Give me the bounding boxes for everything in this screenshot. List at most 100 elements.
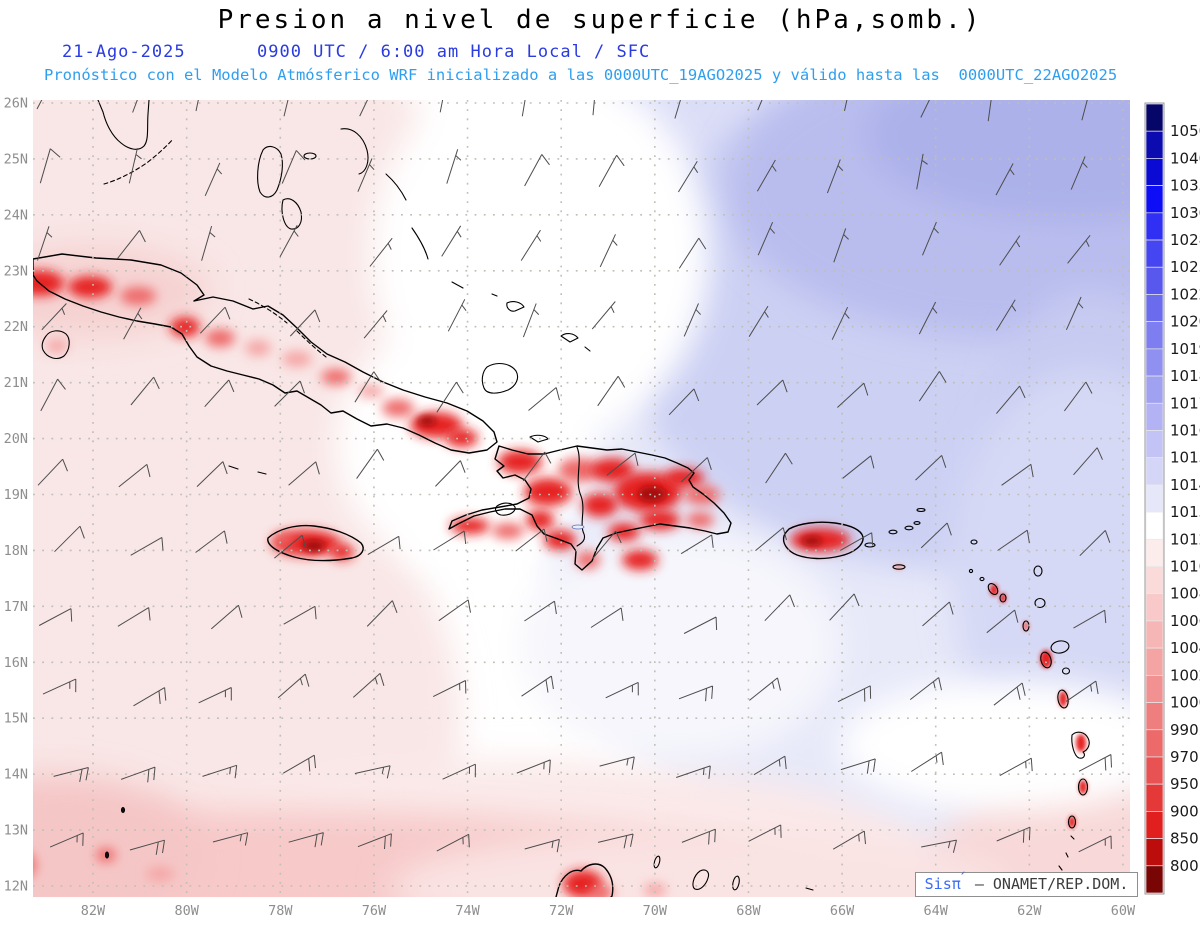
- anegada-coastline: [916, 507, 926, 513]
- wind-barb: [352, 673, 385, 698]
- wind-barb: [283, 100, 289, 117]
- lon-tick-label: 80W: [174, 903, 199, 919]
- colorbar-segment: [1145, 811, 1164, 839]
- guajira-peninsula-coastline: [555, 863, 614, 897]
- wind-barb: [833, 228, 849, 263]
- wind-barb: [668, 388, 700, 416]
- wind-barb: [683, 616, 718, 634]
- pressure-shade-blob: [33, 775, 205, 897]
- colorbar-segment: [1145, 212, 1164, 241]
- camaguey-keys-coastline: [248, 298, 327, 358]
- wind-barb: [116, 230, 146, 260]
- wind-barb: [37, 226, 53, 261]
- pressure-hotspot: [1079, 780, 1087, 794]
- wind-barb: [597, 375, 626, 407]
- wind-barb: [128, 148, 142, 184]
- colorbar-label: 1019: [1170, 340, 1200, 358]
- colorbar-segment: [1145, 239, 1164, 268]
- colorbar-segment: [1145, 103, 1164, 132]
- wind-barb: [515, 528, 548, 552]
- wind-barb: [439, 100, 444, 113]
- wind-barb: [436, 833, 470, 852]
- wind-barb: [605, 681, 639, 699]
- wind-barb: [922, 601, 954, 627]
- colorbar-segment: [1145, 266, 1164, 295]
- saba-coastline: [968, 568, 974, 574]
- lat-tick-label: 13N: [4, 823, 28, 839]
- wind-barb: [996, 385, 1026, 414]
- pressure-hotspot: [638, 486, 666, 502]
- st-eustatius-coastline: [979, 576, 985, 582]
- wind-barb: [274, 380, 305, 407]
- colorbar-label: 1013: [1170, 503, 1200, 521]
- lat-tick-label: 20N: [4, 431, 28, 447]
- pressure-hotspot: [450, 518, 490, 534]
- colorbar-segment: [1145, 348, 1164, 377]
- gonave-coastline: [495, 502, 516, 516]
- wind-barb: [204, 379, 235, 408]
- wind-barb: [1065, 680, 1099, 702]
- pressure-hotspot: [1059, 691, 1067, 707]
- wind-barb: [680, 457, 712, 483]
- wind-barb: [1063, 381, 1093, 412]
- great-inagua-coastline: [481, 362, 519, 394]
- wind-barb: [199, 306, 231, 334]
- wind-barb: [748, 824, 782, 842]
- nevis-coastline: [999, 593, 1007, 603]
- wind-barb: [279, 224, 299, 258]
- pressure-hotspot: [622, 550, 658, 570]
- st-croix-coastline: [892, 564, 906, 570]
- vieques-coastline: [864, 542, 876, 548]
- colorbar-label: 800: [1170, 857, 1199, 875]
- caicos-coastline: [560, 333, 579, 343]
- wind-barb: [54, 525, 85, 553]
- wind-barb: [367, 535, 401, 556]
- colorbar-label: 1035: [1170, 177, 1200, 195]
- wind-barb: [39, 148, 61, 184]
- colorbar-segment: [1145, 865, 1164, 894]
- mayaguana-coastline: [506, 301, 525, 312]
- pressure-hotspot: [245, 340, 271, 356]
- pressure-hotspot: [686, 512, 714, 528]
- wind-barb: [681, 828, 716, 845]
- providencia-coastline: [120, 806, 126, 814]
- st-martin-coastline: [970, 539, 978, 545]
- colorbar-label: 850: [1170, 830, 1199, 848]
- andros-south-coastline: [281, 198, 303, 230]
- wind-barb: [680, 534, 714, 555]
- lon-tick-label: 76W: [362, 903, 387, 919]
- colorbar-label: 1004: [1170, 639, 1200, 657]
- wind-barb: [909, 677, 942, 700]
- colorbar-legend: 1050 1040 1035 1030 1028 1025 1022 1020 1019 1018…: [1144, 102, 1200, 895]
- lon-tick-label: 66W: [830, 903, 855, 919]
- wind-barb: [432, 680, 467, 698]
- wind-barb: [282, 754, 316, 774]
- pressure-shade-blob: [520, 530, 840, 760]
- pressure-hotspot: [446, 429, 478, 447]
- wind-barb: [606, 452, 639, 476]
- lat-tick-label: 14N: [4, 767, 28, 783]
- lake-enriquillo: [571, 524, 585, 530]
- pressure-hotspot: [170, 317, 200, 337]
- st-thomas-coastline: [888, 529, 898, 535]
- wind-barb: [53, 767, 89, 782]
- wind-barb: [837, 382, 869, 408]
- wind-barb: [592, 100, 595, 116]
- colorbar-label: 900: [1170, 802, 1199, 820]
- wind-barb: [524, 600, 557, 622]
- colorbar-label: 950: [1170, 775, 1199, 793]
- wind-barb: [999, 757, 1033, 777]
- wind-barb: [288, 832, 324, 848]
- wind-barb: [918, 301, 938, 335]
- wind-barb: [1073, 609, 1107, 629]
- colorbar-label: 1040: [1170, 149, 1200, 167]
- wind-barb: [117, 607, 151, 627]
- pressure-hotspot: [382, 399, 414, 417]
- pressure-hotspot: [802, 536, 822, 546]
- wind-barb: [281, 150, 306, 184]
- watermark-org: – ONAMET/REP.DOM.: [974, 875, 1129, 893]
- forecast-date: 21-Ago-2025: [62, 42, 186, 62]
- eleuthera-coastline: [340, 128, 369, 175]
- pressure-hotspot: [120, 287, 156, 305]
- lon-tick-label: 60W: [1111, 903, 1136, 919]
